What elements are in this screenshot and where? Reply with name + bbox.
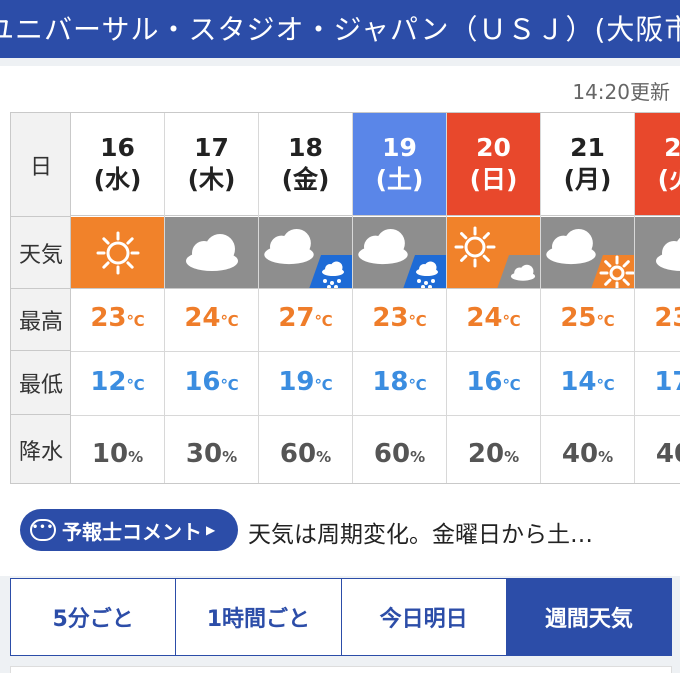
chevron-right-icon: ▶ [206, 523, 216, 537]
label-weather: 天気 [11, 217, 71, 289]
day-weekday: (水) [93, 165, 142, 194]
day-date: 19 (土) [353, 113, 446, 216]
comment-badge[interactable]: ••• 予報士コメント ▶ [20, 509, 238, 551]
day-weekday: (月) [563, 165, 612, 194]
weather-icon-cloudy-then-rain [353, 217, 446, 289]
weather-icon-cloudy [635, 217, 680, 289]
label-high: 最高 [11, 289, 71, 351]
forecaster-comment[interactable]: ••• 予報士コメント ▶ 天気は周期変化。金曜日から土… [20, 508, 680, 552]
weather-icon-cloudy [165, 217, 258, 289]
weather-icon-cloudy-then-rain [259, 217, 352, 289]
tab-weekly[interactable]: 週間天気 [506, 579, 671, 655]
label-date: 日 [11, 113, 71, 217]
precip-chance: 60% [373, 439, 426, 469]
low-temp: 18℃ [372, 367, 427, 397]
day-weekday: (金) [281, 165, 330, 194]
tab-today-tomorrow[interactable]: 今日明日 [342, 579, 507, 655]
label-precip: 降水 [18, 440, 63, 465]
day-number: 16 [100, 133, 135, 162]
next-section-card [10, 666, 672, 673]
tab-5min[interactable]: 5分ごと [11, 579, 177, 655]
speech-bubble-icon: ••• [30, 519, 56, 541]
high-temp: 24℃ [184, 303, 239, 333]
day-weekday: (土) [375, 165, 424, 194]
low-temp: 16℃ [466, 367, 521, 397]
weather-icon-cloudy-then-sunny [541, 217, 634, 289]
day-number: 20 [476, 133, 511, 162]
comment-text[interactable]: 天気は周期変化。金曜日から土… [248, 522, 593, 548]
low-temp: 16℃ [184, 367, 239, 397]
location-title: ユニバーサル・スタジオ・ジャパン（ＵＳＪ）(大阪市 [0, 13, 680, 46]
day-weekday: (火) [657, 165, 680, 194]
day-column: 19 (土) 23℃ 18℃ 60% [353, 113, 447, 483]
day-number: 17 [194, 133, 229, 162]
low-temp: 14℃ [560, 367, 615, 397]
day-column: 18 (金) 27℃ 19℃ 60% [259, 113, 353, 483]
header-gap [0, 58, 680, 66]
day-column: 22 (火) 23℃ 17℃ 40% [635, 113, 680, 483]
precip-chance: 40% [655, 439, 680, 469]
day-number: 22 [664, 133, 680, 162]
row-labels: 日 天気 最高 最低 降水 [11, 113, 71, 483]
precip-chance: 20% [467, 439, 520, 469]
precip-chance: 30% [185, 439, 238, 469]
day-date: 18 (金) [259, 113, 352, 216]
day-weekday: (木) [187, 165, 236, 194]
updated-time: 14:20更新 [572, 80, 670, 104]
high-temp: 23℃ [372, 303, 427, 333]
tab-hourly[interactable]: 1時間ごと [176, 579, 342, 655]
day-date: 22 (火) [635, 113, 680, 216]
day-date: 16 (水) [71, 113, 164, 216]
day-date: 20 (日) [447, 113, 540, 216]
weekly-forecast-table: 日 天気 最高 最低 降水 16 (水) 23℃ 12℃ 10% 17 (木) … [10, 112, 680, 484]
precip-chance: 10% [91, 439, 144, 469]
day-number: 18 [288, 133, 323, 162]
high-temp: 23℃ [90, 303, 145, 333]
high-temp: 25℃ [560, 303, 615, 333]
day-date: 17 (木) [165, 113, 258, 216]
low-temp: 12℃ [90, 367, 145, 397]
comment-badge-label: 予報士コメント [62, 519, 202, 544]
day-column: 21 (月) 25℃ 14℃ 40% [541, 113, 635, 483]
precip-chance: 40% [561, 439, 614, 469]
day-date: 21 (月) [541, 113, 634, 216]
day-number: 21 [570, 133, 605, 162]
page-header: ユニバーサル・スタジオ・ジャパン（ＵＳＪ）(大阪市 [0, 0, 680, 58]
low-temp: 17℃ [654, 367, 680, 397]
high-temp: 23℃ [654, 303, 680, 333]
label-low: 最低 [11, 351, 71, 415]
day-column: 17 (木) 24℃ 16℃ 30% [165, 113, 259, 483]
day-weekday: (日) [469, 165, 518, 194]
day-column: 16 (水) 23℃ 12℃ 10% [71, 113, 165, 483]
high-temp: 27℃ [278, 303, 333, 333]
forecast-tabs: 5分ごと 1時間ごと 今日明日 週間天気 [10, 578, 672, 656]
weather-icon-sunny [71, 217, 164, 289]
low-temp: 19℃ [278, 367, 333, 397]
day-column: 20 (日) 24℃ 16℃ 20% [447, 113, 541, 483]
high-temp: 24℃ [466, 303, 521, 333]
weather-icon-sunny-then-cloudy [447, 217, 540, 289]
precip-chance: 60% [279, 439, 332, 469]
day-number: 19 [382, 133, 417, 162]
